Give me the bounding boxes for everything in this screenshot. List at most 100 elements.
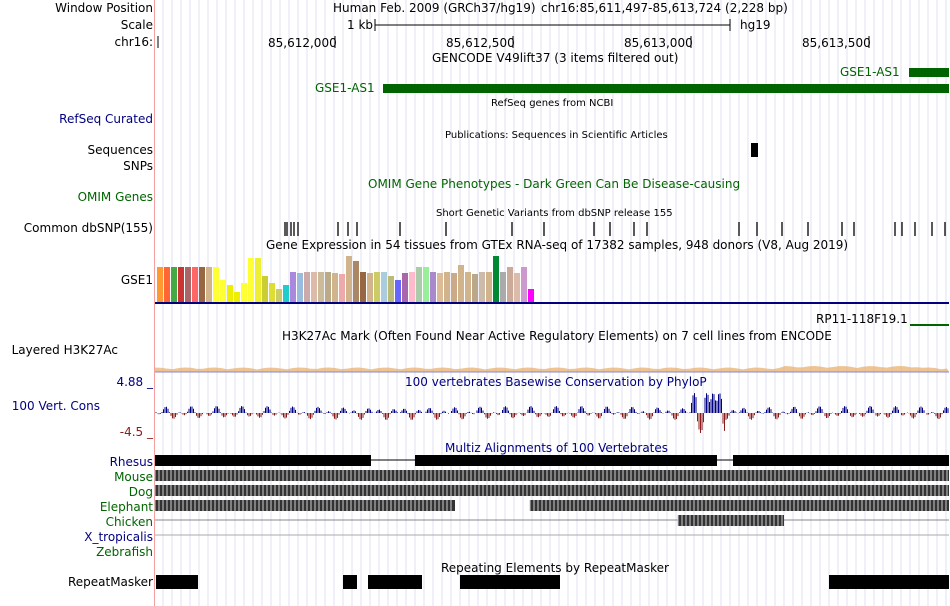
gtex-tissue-bar[interactable] (381, 272, 387, 302)
scale-bar-value: 1 kb (347, 18, 374, 32)
gtex-tissue-bar[interactable] (486, 272, 492, 302)
alignment-block (155, 500, 455, 511)
omim-track-title: OMIM Gene Phenotypes - Dark Green Can Be… (368, 177, 741, 191)
h3k27ac-label[interactable]: Layered H3K27Ac (11, 343, 118, 357)
repeat-element[interactable] (829, 575, 949, 589)
repeat-element[interactable] (460, 575, 560, 589)
gtex-bar-chart[interactable] (157, 252, 537, 302)
species-rhesus[interactable]: Rhesus (109, 455, 153, 469)
gtex-tissue-bar[interactable] (255, 258, 261, 302)
gtex-tissue-bar[interactable] (521, 267, 527, 302)
gtex-tissue-bar[interactable] (192, 267, 198, 302)
gtex-tissue-bar[interactable] (339, 274, 345, 302)
gtex-tissue-bar[interactable] (430, 272, 436, 302)
snps-label[interactable]: SNPs (123, 159, 153, 173)
rp11-gene-bar[interactable] (910, 324, 949, 326)
gtex-tissue-bar[interactable] (388, 276, 394, 302)
dbsnp-track-title: Short Genetic Variants from dbSNP releas… (436, 208, 673, 219)
gtex-tissue-bar[interactable] (311, 272, 317, 302)
refseq-curated-label[interactable]: RefSeq Curated (59, 112, 153, 126)
gencode-gene-right[interactable]: GSE1-AS1 (840, 65, 900, 79)
gtex-tissue-bar[interactable] (437, 273, 443, 302)
repeatmasker-track-title: Repeating Elements by RepeatMasker (441, 561, 669, 575)
gtex-tissue-bar[interactable] (220, 280, 226, 302)
gtex-tissue-bar[interactable] (458, 265, 464, 302)
common-dbsnp-label[interactable]: Common dbSNP(155) (23, 221, 153, 235)
gtex-tissue-bar[interactable] (367, 273, 373, 302)
gtex-tissue-bar[interactable] (444, 272, 450, 302)
species-elephant[interactable]: Elephant (99, 500, 153, 514)
gtex-tissue-bar[interactable] (304, 272, 310, 302)
sequence-item[interactable] (751, 143, 758, 157)
species-dog[interactable]: Dog (128, 485, 153, 499)
gtex-tissue-bar[interactable] (514, 273, 520, 302)
sequences-label[interactable]: Sequences (87, 143, 153, 157)
window-position-value: chr16:85,611,497-85,613,724 (2,228 bp) (541, 1, 788, 15)
gtex-tissue-bar[interactable] (374, 272, 380, 302)
gtex-tissue-bar[interactable] (493, 256, 499, 302)
phylop-track-title: 100 vertebrates Basewise Conservation by… (405, 375, 707, 389)
gtex-tissue-bar[interactable] (500, 272, 506, 302)
gtex-tissue-bar[interactable] (276, 289, 282, 302)
gtex-tissue-bar[interactable] (241, 283, 247, 302)
species-chicken[interactable]: Chicken (105, 515, 153, 529)
species-x-tropicalis[interactable]: X_tropicalis (84, 530, 153, 544)
gtex-tissue-bar[interactable] (206, 267, 212, 302)
alignment-block (733, 455, 949, 466)
repeat-element[interactable] (343, 575, 357, 589)
gencode-gene-bar-left[interactable] (383, 84, 949, 93)
alignment-block (415, 455, 717, 466)
gtex-tissue-bar[interactable] (465, 272, 471, 302)
alignment-block (155, 470, 949, 481)
gtex-tissue-bar[interactable] (234, 292, 240, 302)
publications-track-title: Publications: Sequences in Scientific Ar… (445, 130, 668, 141)
gtex-tissue-bar[interactable] (269, 283, 275, 302)
gtex-tissue-bar[interactable] (318, 272, 324, 302)
repeatmasker-label[interactable]: RepeatMasker (67, 575, 153, 589)
rp11-gene-label[interactable]: RP11-118F19.1 (816, 312, 908, 326)
repeat-element[interactable] (156, 575, 198, 589)
gtex-tissue-bar[interactable] (227, 285, 233, 302)
gtex-tissue-bar[interactable] (332, 273, 338, 302)
species-mouse[interactable]: Mouse (114, 470, 153, 484)
label-separator (154, 0, 155, 606)
gtex-tissue-bar[interactable] (290, 272, 296, 302)
gtex-gene-label[interactable]: GSE1 (120, 273, 153, 287)
gtex-tissue-bar[interactable] (248, 258, 254, 302)
gtex-tissue-bar[interactable] (185, 267, 191, 302)
gtex-tissue-bar[interactable] (479, 272, 485, 302)
multiz-track-title: Multiz Alignments of 100 Vertebrates (445, 441, 669, 455)
gtex-tissue-bar[interactable] (409, 272, 415, 302)
gencode-gene-bar-right[interactable] (909, 68, 949, 77)
gtex-tissue-bar[interactable] (283, 285, 289, 302)
gtex-tissue-bar[interactable] (171, 267, 177, 302)
gtex-tissue-bar[interactable] (507, 267, 513, 302)
gtex-tissue-bar[interactable] (157, 267, 163, 302)
gtex-tissue-bar[interactable] (402, 273, 408, 302)
gtex-tissue-bar[interactable] (528, 289, 534, 302)
gtex-tissue-bar[interactable] (451, 273, 457, 302)
gencode-gene-left[interactable]: GSE1-AS1 (315, 81, 375, 95)
window-position-label: Window Position (55, 1, 153, 15)
gtex-tissue-bar[interactable] (346, 256, 352, 302)
gtex-tissue-bar[interactable] (360, 272, 366, 302)
phylop-track-label[interactable]: 100 Vert. Cons (11, 399, 100, 413)
repeat-element[interactable] (368, 575, 422, 589)
gtex-tissue-bar[interactable] (423, 267, 429, 302)
gtex-tissue-bar[interactable] (395, 280, 401, 302)
gtex-tissue-bar[interactable] (178, 267, 184, 302)
gtex-tissue-bar[interactable] (325, 272, 331, 302)
gtex-tissue-bar[interactable] (472, 274, 478, 302)
gtex-tissue-bar[interactable] (213, 267, 219, 302)
gtex-tissue-bar[interactable] (297, 273, 303, 302)
assembly-name: Human Feb. 2009 (GRCh37/hg19) (333, 1, 536, 15)
gtex-tissue-bar[interactable] (164, 267, 170, 302)
species-zebrafish[interactable]: Zebrafish (96, 545, 153, 559)
gtex-tissue-bar[interactable] (353, 261, 359, 302)
gtex-tissue-bar[interactable] (262, 276, 268, 302)
refseq-track-title: RefSeq genes from NCBI (491, 98, 614, 109)
gtex-tissue-bar[interactable] (199, 267, 205, 302)
gtex-tissue-bar[interactable] (416, 267, 422, 302)
omim-genes-label[interactable]: OMIM Genes (77, 190, 153, 204)
